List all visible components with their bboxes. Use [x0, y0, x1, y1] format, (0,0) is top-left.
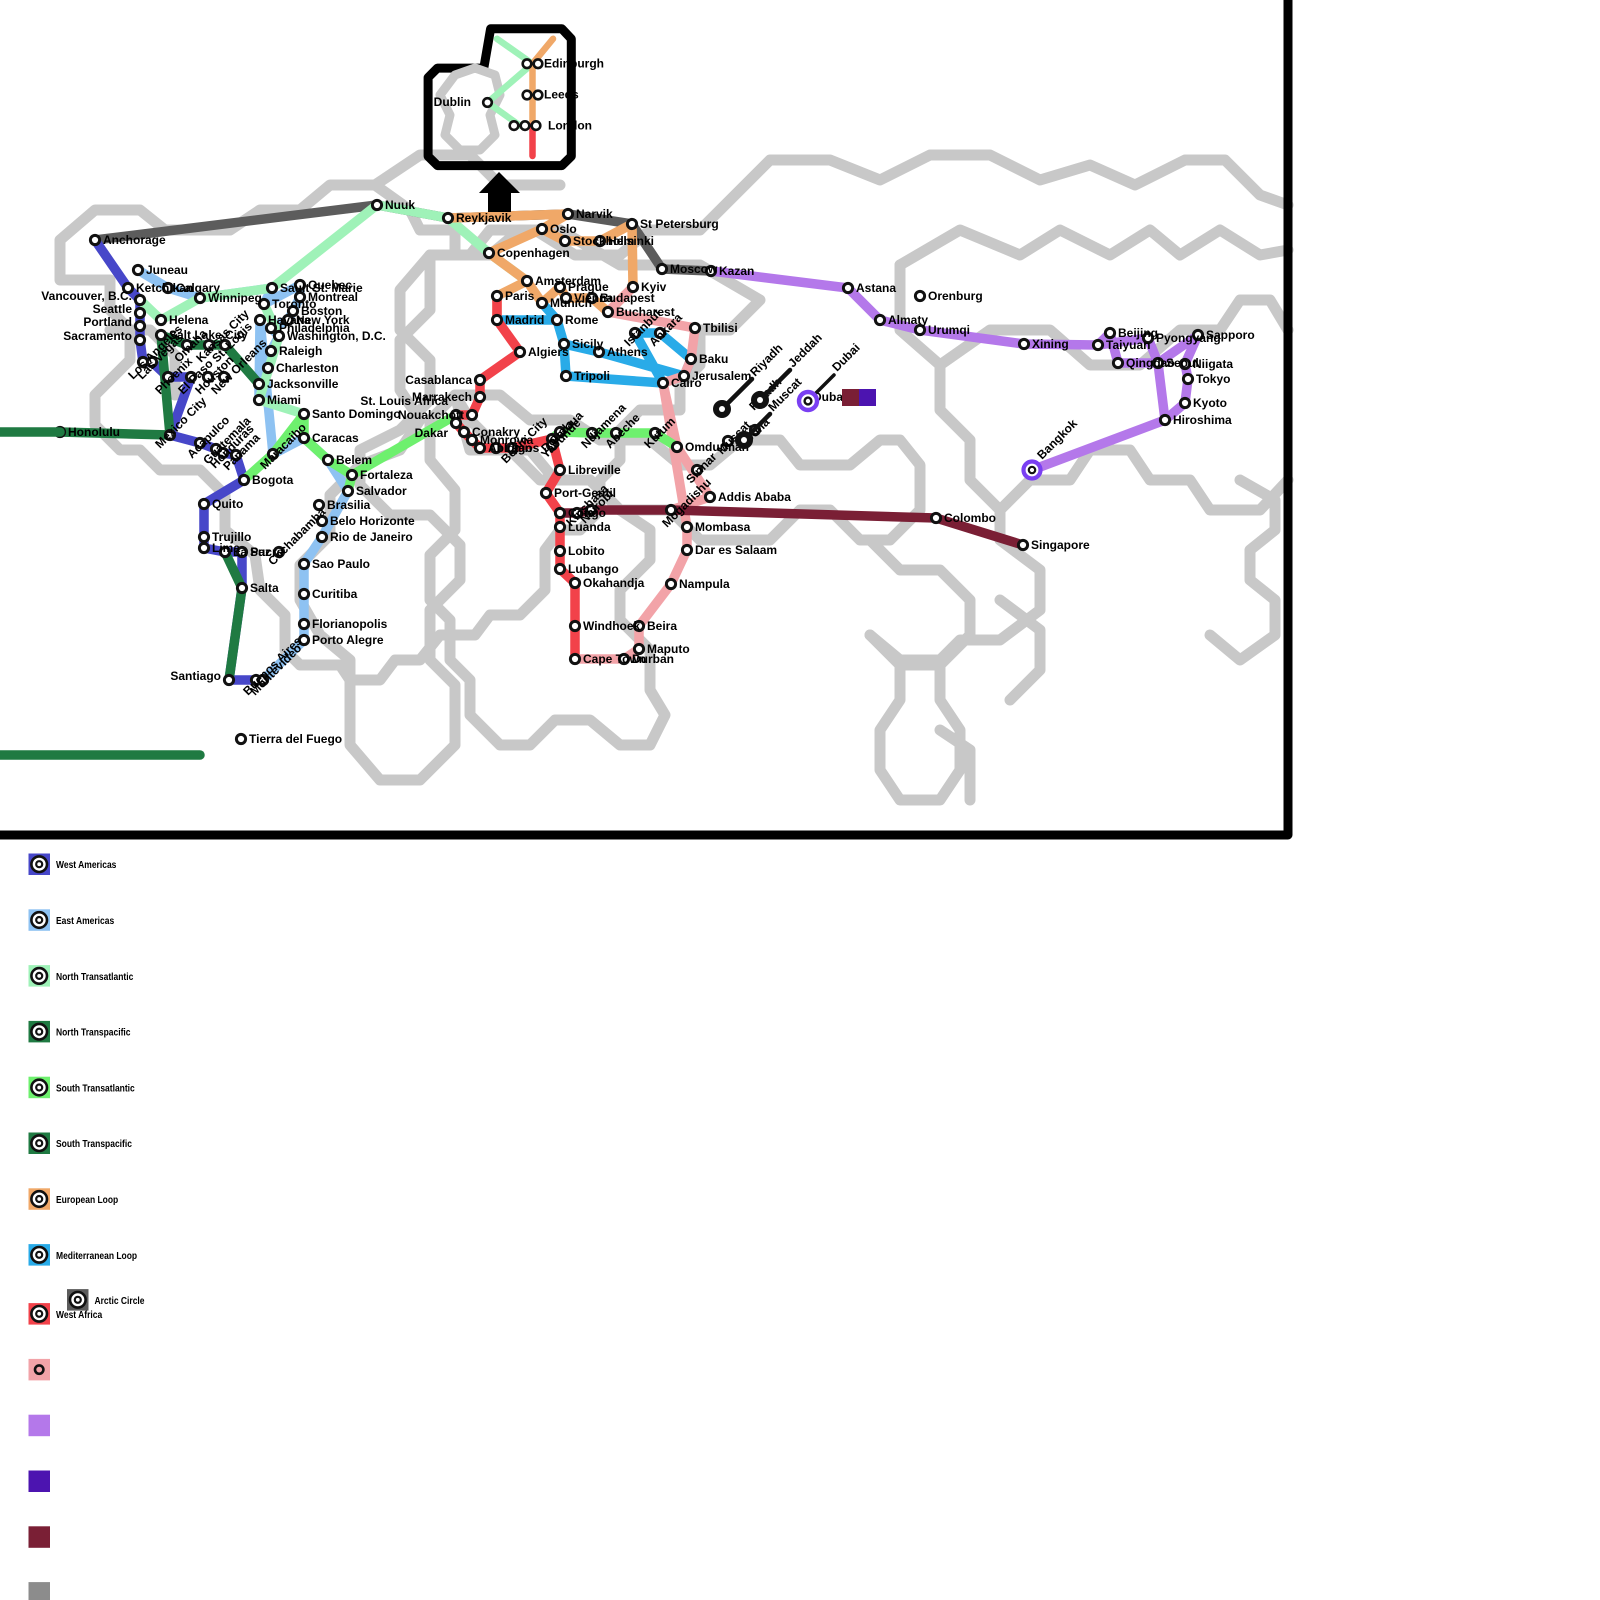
svg-text:Raleigh: Raleigh	[279, 344, 322, 358]
svg-text:West Africa: West Africa	[56, 1309, 103, 1320]
svg-text:Montreal: Montreal	[308, 290, 358, 304]
svg-text:Taiyuan: Taiyuan	[1106, 338, 1150, 352]
svg-text:Lubango: Lubango	[568, 562, 619, 576]
svg-text:Dublin: Dublin	[434, 95, 471, 109]
svg-text:Honolulu: Honolulu	[68, 425, 120, 439]
svg-text:Narvik: Narvik	[576, 207, 613, 221]
svg-text:Seattle: Seattle	[93, 302, 133, 316]
svg-text:Jacksonville: Jacksonville	[267, 377, 339, 391]
svg-text:Havana: Havana	[268, 313, 311, 327]
svg-text:Rio de Janeiro: Rio de Janeiro	[330, 530, 413, 544]
svg-text:Libreville: Libreville	[568, 463, 621, 477]
svg-text:Anchorage: Anchorage	[103, 233, 166, 247]
svg-text:Fortaleza: Fortaleza	[360, 468, 413, 482]
svg-text:Sao Paulo: Sao Paulo	[312, 557, 370, 571]
svg-text:Kyiv: Kyiv	[641, 280, 667, 294]
svg-text:Orenburg: Orenburg	[928, 289, 983, 303]
svg-text:Beira: Beira	[647, 619, 677, 633]
svg-text:St. Louis Africa: St. Louis Africa	[360, 394, 448, 408]
svg-text:Jerusalem: Jerusalem	[692, 369, 751, 383]
svg-text:Tripoli: Tripoli	[574, 369, 610, 383]
svg-text:Caracas: Caracas	[312, 431, 359, 445]
svg-text:Windhoek: Windhoek	[583, 619, 641, 633]
svg-text:Athens: Athens	[607, 345, 648, 359]
svg-text:Beijing: Beijing	[1118, 326, 1158, 340]
svg-text:Mediterranean Loop: Mediterranean Loop	[56, 1250, 137, 1261]
svg-text:Algiers: Algiers	[528, 345, 569, 359]
svg-text:Juneau: Juneau	[146, 263, 188, 277]
svg-text:Sacramento: Sacramento	[63, 329, 132, 343]
svg-text:Portland: Portland	[83, 315, 132, 329]
svg-text:Sicily: Sicily	[572, 337, 604, 351]
svg-text:Niigata: Niigata	[1193, 357, 1233, 371]
svg-text:Winnipeg: Winnipeg	[208, 291, 262, 305]
svg-text:Sapporo: Sapporo	[1206, 328, 1255, 342]
svg-text:Colombo: Colombo	[944, 511, 996, 525]
svg-text:Dar es Salaam: Dar es Salaam	[695, 543, 777, 557]
svg-text:Paris: Paris	[505, 289, 535, 303]
svg-text:North Transatlantic: North Transatlantic	[56, 971, 133, 982]
svg-text:Durban: Durban	[632, 652, 674, 666]
svg-text:Florianopolis: Florianopolis	[312, 617, 388, 631]
svg-text:Baku: Baku	[699, 352, 728, 366]
svg-text:Addis Ababa: Addis Ababa	[718, 490, 791, 504]
svg-text:Casablanca: Casablanca	[405, 373, 472, 387]
svg-text:Lobito: Lobito	[568, 544, 605, 558]
svg-text:Tokyo: Tokyo	[1196, 372, 1230, 386]
svg-text:Charleston: Charleston	[276, 361, 339, 375]
svg-text:Almaty: Almaty	[888, 313, 928, 327]
svg-text:Washington, D.C.: Washington, D.C.	[287, 329, 386, 343]
svg-text:Tbilisi: Tbilisi	[703, 321, 738, 335]
svg-text:London: London	[548, 119, 592, 133]
svg-text:Nuuk: Nuuk	[385, 198, 415, 212]
svg-text:Moscow: Moscow	[670, 262, 718, 276]
svg-text:Vancouver, B.C.: Vancouver, B.C.	[41, 289, 132, 303]
svg-text:Arctic Circle: Arctic Circle	[95, 1295, 145, 1306]
svg-text:Santiago: Santiago	[170, 669, 221, 683]
svg-text:Copenhagen: Copenhagen	[497, 246, 570, 260]
svg-text:St Petersburg: St Petersburg	[640, 217, 719, 231]
svg-text:Porto Alegre: Porto Alegre	[312, 633, 384, 647]
svg-text:Mombasa: Mombasa	[695, 520, 751, 534]
svg-text:Helsinki: Helsinki	[608, 234, 654, 248]
svg-text:Nouakchott: Nouakchott	[398, 408, 464, 422]
svg-text:Salta: Salta	[250, 581, 279, 595]
svg-text:Leeds: Leeds	[544, 88, 579, 102]
svg-text:Kyoto: Kyoto	[1193, 396, 1227, 410]
svg-text:Okahandja: Okahandja	[583, 576, 645, 590]
svg-text:European Loop: European Loop	[56, 1194, 119, 1205]
svg-text:South Transatlantic: South Transatlantic	[56, 1083, 135, 1094]
svg-text:Kazan: Kazan	[719, 264, 754, 278]
svg-text:Dakar: Dakar	[415, 426, 449, 440]
svg-text:Brasilia: Brasilia	[327, 498, 371, 512]
svg-text:Xining: Xining	[1032, 337, 1069, 351]
svg-text:Astana: Astana	[856, 281, 896, 295]
svg-text:Santo Domingo: Santo Domingo	[312, 407, 401, 421]
svg-text:Reykjavik: Reykjavik	[456, 211, 512, 225]
svg-text:Tierra del Fuego: Tierra del Fuego	[249, 732, 342, 746]
svg-text:Belo Horizonte: Belo Horizonte	[330, 514, 415, 528]
svg-text:Nampula: Nampula	[679, 577, 730, 591]
svg-text:Urumqi: Urumqi	[928, 323, 970, 337]
svg-text:Edinburgh: Edinburgh	[544, 57, 604, 71]
svg-text:West Americas: West Americas	[56, 860, 116, 871]
svg-text:Miami: Miami	[267, 393, 301, 407]
svg-text:Quito: Quito	[212, 497, 243, 511]
svg-text:South Transpacific: South Transpacific	[56, 1139, 132, 1150]
svg-text:Hiroshima: Hiroshima	[1173, 413, 1232, 427]
svg-text:Rome: Rome	[565, 313, 599, 327]
svg-text:Madrid: Madrid	[505, 313, 544, 327]
svg-text:East Americas: East Americas	[56, 915, 114, 926]
svg-text:Bogota: Bogota	[252, 473, 294, 487]
svg-text:Curitiba: Curitiba	[312, 587, 358, 601]
svg-text:North Transpacific: North Transpacific	[56, 1027, 131, 1038]
svg-text:Belem: Belem	[336, 453, 372, 467]
svg-text:Salvador: Salvador	[356, 484, 407, 498]
svg-text:Singapore: Singapore	[1031, 538, 1090, 552]
